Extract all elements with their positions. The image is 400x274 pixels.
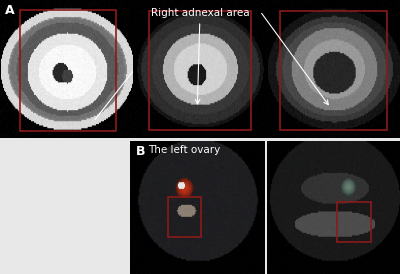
Bar (337, 202, 370, 242)
Bar (149, 11, 251, 130)
Text: The left ovary: The left ovary (148, 145, 220, 155)
Text: Right adnexal area: Right adnexal area (151, 8, 249, 104)
Text: A: A (5, 4, 15, 17)
Text: B: B (135, 145, 145, 158)
Bar (20, 10, 116, 132)
Bar (168, 197, 202, 237)
Bar (280, 11, 387, 130)
